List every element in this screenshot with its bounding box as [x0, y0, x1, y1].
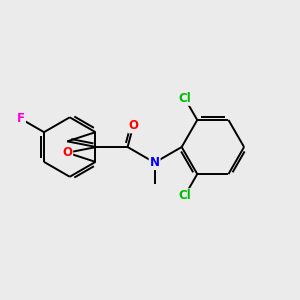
Text: O: O: [128, 119, 138, 132]
Text: F: F: [17, 112, 25, 125]
Text: Cl: Cl: [178, 189, 191, 202]
Text: O: O: [62, 146, 72, 159]
Text: N: N: [150, 156, 160, 169]
Text: Cl: Cl: [178, 92, 191, 105]
